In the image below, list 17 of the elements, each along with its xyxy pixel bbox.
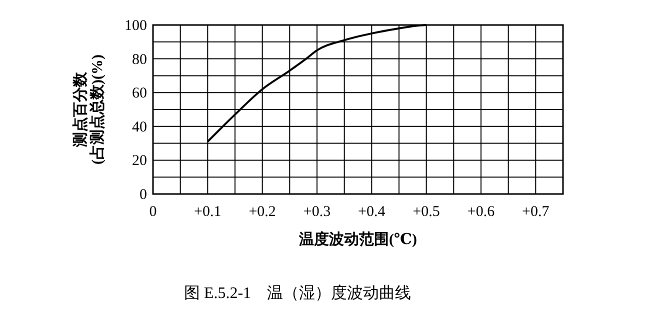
y-axis-title: 测点百分数 (占测点总数)(%) [72,54,106,164]
y-tick-label: 0 [140,187,147,203]
x-tick-label: +0.1 [194,204,222,220]
x-tick-label: +0.6 [467,204,496,220]
x-tick-label: 0 [149,204,157,220]
text: 图 E.5.2-1 温（湿）度波动曲线 [184,284,412,302]
y-tick-label: 40 [132,119,147,136]
x-tick-label: +0.5 [412,204,440,220]
y-tick-label: 100 [124,18,147,34]
x-tick-label: +0.2 [248,204,276,220]
y-tick-label: 60 [132,86,147,102]
x-axis-title: 温度波动范围(℃) [298,230,417,248]
x-tick-label: +0.3 [303,204,331,220]
y-tick-label: 80 [132,52,147,68]
y-tick-label: 20 [132,153,147,170]
x-tick-label: +0.4 [358,204,386,220]
x-tick-label: +0.7 [522,204,550,220]
